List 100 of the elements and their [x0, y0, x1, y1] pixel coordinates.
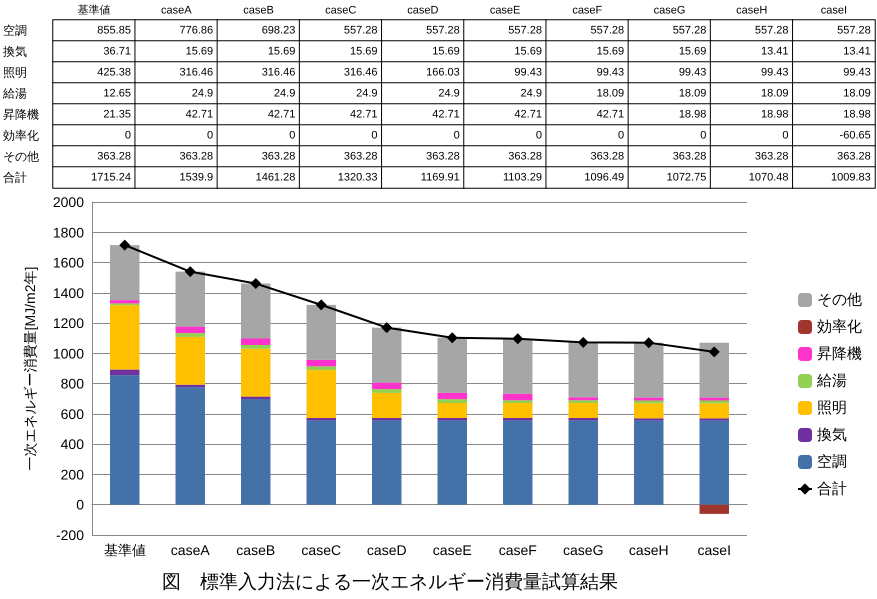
data-label: 21.35	[103, 108, 131, 120]
x-tick-label: caseB	[236, 542, 276, 558]
bar	[634, 403, 664, 418]
y-tick-label: 1800	[52, 224, 84, 240]
data-label: 0	[124, 130, 131, 142]
bar	[306, 366, 336, 370]
y-tick-label: 1600	[52, 254, 84, 271]
bar	[241, 338, 270, 345]
y-tick-label: 空調	[3, 24, 27, 38]
data-label: 1070.48	[748, 172, 789, 184]
x-tick-label: caseG	[563, 542, 604, 558]
data-label: 99.43	[678, 66, 706, 78]
data-label: 363.28	[344, 150, 378, 162]
bar	[503, 402, 532, 418]
data-label: 557.28	[672, 24, 706, 36]
x-tick-label: caseD	[407, 4, 439, 16]
x-tick-label: caseF	[572, 4, 603, 16]
bar	[503, 420, 532, 505]
x-tick-label: caseH	[628, 542, 669, 558]
y-tick-label: 昇降機	[3, 108, 39, 122]
point	[184, 266, 196, 278]
y-tick-label: 効率化	[3, 128, 39, 142]
data-label: 42.71	[596, 108, 624, 120]
x-tick-label: caseE	[432, 542, 472, 558]
bar	[176, 336, 205, 385]
x-tick-label: caseG	[654, 4, 686, 16]
bar	[438, 399, 467, 403]
data-label: 42.71	[432, 108, 460, 120]
data-label: 18.09	[761, 88, 789, 100]
x-tick-label: caseC	[325, 4, 356, 16]
data-label: 18.09	[678, 88, 706, 100]
legend-label: 合計	[817, 480, 847, 498]
x-tick-label: caseE	[490, 4, 520, 16]
data-label: 24.9	[356, 88, 378, 100]
point	[316, 299, 327, 310]
data-label: 99.43	[514, 66, 542, 78]
bar	[241, 399, 270, 505]
data-label: 557.28	[426, 24, 460, 36]
bar	[306, 370, 336, 418]
bar	[438, 338, 467, 393]
data-label: 316.46	[344, 66, 378, 78]
data-label: 24.9	[274, 88, 296, 100]
data-label: 15.69	[514, 46, 542, 58]
y-tick-label: -200	[56, 527, 84, 543]
data-label: 15.69	[350, 46, 378, 58]
bar	[503, 394, 532, 400]
y-tick-label: その他	[3, 150, 39, 164]
data-label: 557.28	[837, 24, 871, 36]
x-tick-label: 基準値	[78, 4, 111, 16]
data-label: -60.65	[840, 130, 871, 142]
legend-label: 換気	[817, 426, 847, 444]
data-label: 776.86	[179, 24, 214, 36]
point	[381, 322, 392, 334]
data-label: 99.43	[761, 66, 789, 78]
data-label: 363.28	[754, 150, 789, 162]
y-tick-label: 0	[76, 496, 84, 513]
bar	[372, 389, 402, 393]
data-label: 13.41	[843, 46, 871, 58]
y-tick-label: 1000	[52, 345, 84, 362]
legend-label: 昇降機	[817, 346, 862, 362]
bar	[700, 400, 729, 404]
point	[119, 240, 130, 251]
data-label: 18.98	[761, 108, 789, 120]
bar	[568, 420, 598, 505]
bar	[110, 245, 140, 300]
data-label: 18.09	[596, 88, 624, 100]
data-label: 1072.75	[666, 172, 706, 184]
y-tick-label: 600	[60, 406, 84, 422]
legend-label: 空調	[817, 454, 847, 470]
x-tick-label: caseA	[161, 4, 192, 16]
data-label: 18.98	[843, 108, 871, 120]
bar	[503, 338, 532, 394]
data-label: 24.9	[192, 88, 214, 100]
legend-label: 効率化	[817, 318, 862, 336]
x-tick-label: caseF	[498, 542, 537, 558]
data-label: 363.28	[179, 150, 214, 162]
data-label: 0	[454, 130, 460, 142]
bar	[306, 360, 336, 366]
data-label: 24.9	[438, 88, 460, 100]
data-label: 316.46	[262, 66, 296, 78]
bar	[372, 382, 402, 390]
data-label: 363.28	[426, 150, 460, 162]
data-label: 316.46	[179, 66, 214, 78]
data-label: 42.71	[514, 108, 542, 120]
bar	[568, 400, 598, 403]
data-label: 42.71	[350, 108, 378, 120]
data-label: 13.41	[761, 46, 789, 58]
bar	[176, 333, 205, 337]
data-label: 12.65	[103, 88, 131, 100]
data-label: 0	[289, 130, 296, 142]
legend-label: その他	[817, 292, 862, 308]
text: 図 標準入力法による一次エネルギー消費量試算結果	[162, 572, 618, 593]
y-axis-title: 一次エネルギー消費量[MJ/m2年]	[22, 266, 38, 470]
bar	[634, 420, 664, 505]
x-tick-label: caseB	[243, 4, 274, 16]
y-tick-label: 照明	[3, 66, 27, 80]
bar	[438, 402, 467, 418]
bar	[700, 342, 729, 398]
data-label: 18.09	[843, 88, 871, 100]
bar	[306, 420, 336, 505]
